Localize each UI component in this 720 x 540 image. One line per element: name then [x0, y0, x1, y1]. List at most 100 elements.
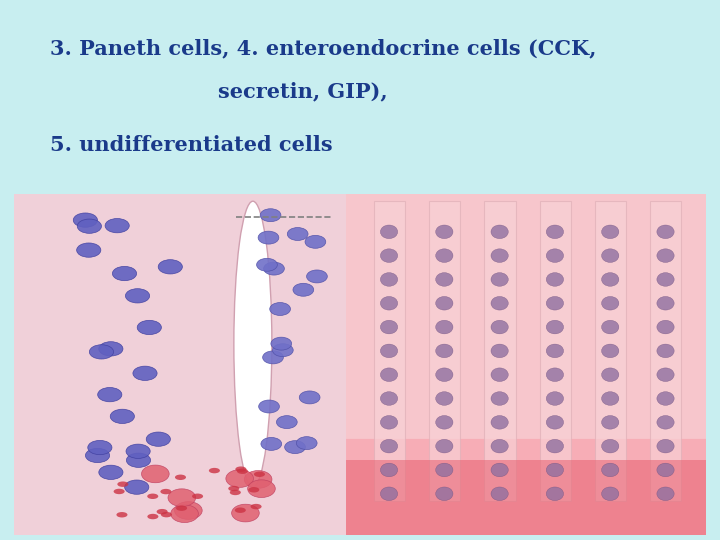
Ellipse shape: [491, 296, 508, 310]
Ellipse shape: [88, 441, 112, 455]
Text: 5. undifferentiated cells: 5. undifferentiated cells: [50, 135, 333, 155]
Circle shape: [209, 468, 220, 474]
Bar: [346, 460, 706, 535]
Ellipse shape: [232, 504, 259, 522]
Ellipse shape: [546, 440, 564, 453]
Ellipse shape: [276, 416, 297, 429]
Circle shape: [248, 487, 259, 492]
Ellipse shape: [546, 344, 564, 357]
Circle shape: [117, 512, 127, 517]
Ellipse shape: [380, 225, 397, 239]
Circle shape: [117, 482, 128, 487]
Ellipse shape: [168, 489, 196, 507]
Ellipse shape: [491, 416, 508, 429]
Ellipse shape: [380, 249, 397, 262]
Circle shape: [235, 467, 246, 472]
Ellipse shape: [73, 213, 97, 227]
Ellipse shape: [284, 441, 305, 454]
Ellipse shape: [112, 266, 137, 281]
Ellipse shape: [546, 392, 564, 406]
Ellipse shape: [258, 231, 279, 244]
Circle shape: [254, 471, 265, 477]
Ellipse shape: [491, 273, 508, 286]
Ellipse shape: [657, 320, 674, 334]
Circle shape: [161, 489, 171, 494]
Ellipse shape: [546, 416, 564, 429]
Ellipse shape: [271, 337, 292, 350]
Ellipse shape: [436, 487, 453, 501]
Ellipse shape: [546, 225, 564, 239]
Circle shape: [147, 494, 158, 499]
Ellipse shape: [260, 209, 281, 221]
Ellipse shape: [158, 260, 182, 274]
Ellipse shape: [171, 505, 199, 523]
Ellipse shape: [657, 440, 674, 453]
Ellipse shape: [602, 487, 619, 501]
Ellipse shape: [602, 416, 619, 429]
Bar: [346, 194, 706, 535]
Ellipse shape: [264, 262, 284, 275]
Ellipse shape: [305, 235, 325, 248]
Bar: [14, 194, 346, 535]
Ellipse shape: [657, 487, 674, 501]
Circle shape: [237, 469, 248, 474]
Text: secretin, GIP),: secretin, GIP),: [217, 81, 387, 101]
Ellipse shape: [146, 432, 171, 447]
Bar: [485, 201, 516, 501]
Ellipse shape: [657, 273, 674, 286]
Ellipse shape: [380, 440, 397, 453]
Ellipse shape: [657, 392, 674, 406]
Text: 5: 5: [301, 358, 318, 382]
Ellipse shape: [126, 444, 150, 458]
Ellipse shape: [602, 463, 619, 477]
Ellipse shape: [300, 391, 320, 404]
Ellipse shape: [380, 487, 397, 501]
Ellipse shape: [105, 219, 130, 233]
Ellipse shape: [602, 273, 619, 286]
Circle shape: [251, 504, 261, 509]
Ellipse shape: [234, 201, 272, 487]
Text: 3. Paneth cells, 4. enteroendocrine cells (CCK,: 3. Paneth cells, 4. enteroendocrine cell…: [50, 38, 597, 58]
Ellipse shape: [287, 227, 308, 240]
Ellipse shape: [602, 392, 619, 406]
Ellipse shape: [491, 463, 508, 477]
Circle shape: [161, 512, 172, 517]
Circle shape: [157, 509, 168, 515]
Text: 4: 4: [301, 296, 318, 320]
Ellipse shape: [297, 437, 317, 450]
Ellipse shape: [657, 463, 674, 477]
Ellipse shape: [602, 249, 619, 262]
Ellipse shape: [491, 225, 508, 239]
Ellipse shape: [657, 344, 674, 357]
Bar: [429, 201, 460, 501]
Ellipse shape: [657, 416, 674, 429]
Ellipse shape: [380, 344, 397, 357]
Ellipse shape: [602, 225, 619, 239]
Ellipse shape: [436, 249, 453, 262]
Circle shape: [235, 508, 246, 513]
Ellipse shape: [248, 480, 275, 497]
Ellipse shape: [142, 465, 169, 483]
Ellipse shape: [491, 440, 508, 453]
Ellipse shape: [546, 368, 564, 381]
Ellipse shape: [491, 344, 508, 357]
Ellipse shape: [546, 273, 564, 286]
Ellipse shape: [436, 225, 453, 239]
Ellipse shape: [436, 463, 453, 477]
Ellipse shape: [436, 392, 453, 406]
Ellipse shape: [174, 502, 202, 519]
Ellipse shape: [380, 392, 397, 406]
Ellipse shape: [98, 388, 122, 402]
Ellipse shape: [380, 416, 397, 429]
Ellipse shape: [436, 416, 453, 429]
Ellipse shape: [86, 448, 109, 463]
Ellipse shape: [380, 463, 397, 477]
Circle shape: [148, 514, 158, 519]
Ellipse shape: [602, 440, 619, 453]
Ellipse shape: [76, 243, 101, 257]
Ellipse shape: [602, 320, 619, 334]
Ellipse shape: [491, 249, 508, 262]
Ellipse shape: [125, 289, 150, 303]
Ellipse shape: [657, 225, 674, 239]
Ellipse shape: [138, 320, 161, 335]
